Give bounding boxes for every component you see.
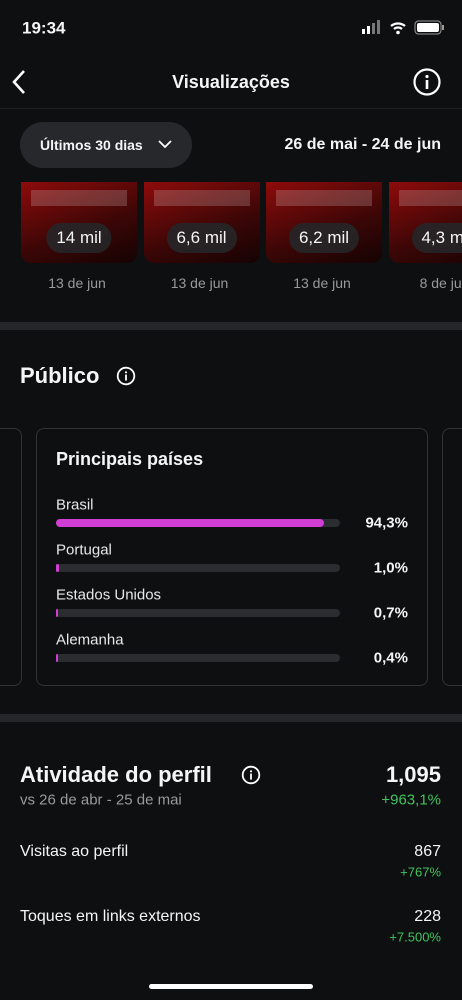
- date-range: 26 de mai - 24 de jun: [284, 136, 442, 153]
- info-icon[interactable]: [241, 765, 261, 785]
- section-separator: [0, 714, 462, 722]
- post-thumbnail[interactable]: [21, 182, 137, 263]
- status-time: 19:34: [22, 18, 66, 38]
- country-percent: 94,3%: [365, 514, 408, 532]
- section-title: Atividade do perfil: [20, 762, 212, 787]
- info-icon[interactable]: [116, 366, 136, 386]
- thumbnail-art: [153, 190, 250, 206]
- thumbnail-art: [398, 190, 462, 206]
- section-separator: [0, 322, 462, 330]
- info-button[interactable]: [412, 67, 442, 97]
- post-date: 13 de jun: [293, 275, 351, 291]
- card-partial: [0, 428, 22, 686]
- country-percent: 0,7%: [373, 604, 408, 622]
- bar: [56, 519, 324, 527]
- metric-change: +7.500%: [389, 929, 441, 945]
- total-change: +963,1%: [381, 791, 441, 809]
- post-date: 13 de jun: [48, 275, 106, 291]
- metric-value: 867: [414, 843, 441, 860]
- country-percent: 1,0%: [373, 559, 408, 577]
- section-title: Público: [20, 363, 100, 388]
- status-icons: [362, 20, 444, 35]
- country-name: Portugal: [56, 541, 112, 559]
- divider: [0, 108, 462, 109]
- thumbnail-art: [276, 190, 372, 206]
- view-count: 4,3 mil: [411, 223, 462, 253]
- post-date: 8 de jun: [419, 275, 462, 291]
- thumbnail-art: [31, 190, 127, 206]
- bar-track: [56, 609, 340, 617]
- header-title: Visualizações: [172, 72, 290, 92]
- bar-track: [56, 519, 340, 527]
- metric-label: Visitas ao perfil: [20, 843, 129, 860]
- period-label: Últimos 30 dias: [40, 137, 143, 153]
- view-count: 6,2 mil: [288, 223, 360, 253]
- bar: [56, 609, 58, 617]
- home-indicator: [149, 984, 313, 989]
- country-name: Estados Unidos: [56, 586, 162, 604]
- country-percent: 0,4%: [373, 649, 408, 667]
- country-name: Alemanha: [56, 631, 124, 649]
- card-title: Principais países: [56, 449, 204, 469]
- card-partial: [442, 428, 462, 686]
- bar: [56, 564, 59, 572]
- comparison: vs 26 de abr - 25 de mai: [20, 791, 182, 809]
- chevron: [158, 140, 172, 149]
- metric-value: 228: [414, 908, 441, 925]
- total: 1,095: [385, 762, 441, 787]
- countries-card: [36, 428, 428, 686]
- bar-track: [56, 564, 340, 572]
- post-date: 13 de jun: [170, 275, 229, 291]
- view-count: 14 mil: [46, 223, 112, 253]
- back-button[interactable]: [8, 68, 32, 96]
- metric-change: +767%: [400, 864, 441, 880]
- bar: [56, 654, 58, 662]
- metric-label: Toques em links externos: [20, 908, 201, 925]
- country-name: Brasil: [56, 496, 94, 514]
- bar-track: [56, 654, 340, 662]
- view-count: 6,6 mil: [166, 223, 237, 253]
